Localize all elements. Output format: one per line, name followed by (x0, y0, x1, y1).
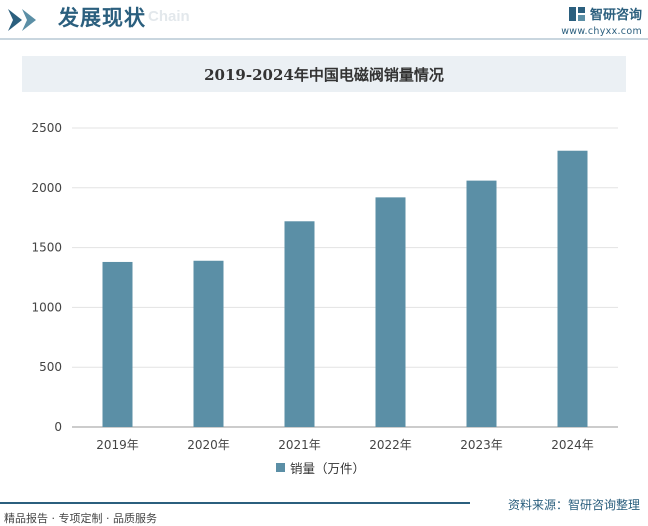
section-title: 发展现状 (58, 6, 146, 30)
chart-title: 2019-2024年中国电磁阀销量情况 (204, 65, 444, 84)
y-tick-label: 500 (39, 360, 62, 374)
header: 发展现状 Chain 智研咨询 www.chyxx.com (0, 0, 648, 44)
brand-url: www.chyxx.com (561, 26, 642, 37)
chevron-arrows-icon (8, 9, 36, 31)
section-ghost-text: Chain (148, 8, 190, 25)
footer-divider (0, 502, 470, 504)
legend-label: 销量（万件） (290, 461, 366, 476)
bar (375, 197, 406, 427)
y-tick-label: 1000 (31, 300, 62, 314)
y-tick-label: 1500 (31, 241, 62, 255)
x-tick-label: 2020年 (187, 438, 230, 452)
brand-name: 智研咨询 (589, 8, 642, 23)
x-tick-label: 2021年 (278, 438, 321, 452)
footer-tagline: 精品报告 · 专项定制 · 品质服务 (4, 512, 157, 525)
brand-logo-icon (568, 6, 585, 21)
legend-swatch (276, 463, 285, 472)
x-tick-label: 2023年 (460, 438, 503, 452)
bar (284, 221, 315, 427)
bar (557, 150, 588, 427)
bar (466, 180, 497, 427)
x-tick-label: 2024年 (551, 438, 594, 452)
header-divider (0, 38, 648, 40)
chart-title-band: 2019-2024年中国电磁阀销量情况 (22, 56, 626, 92)
bar (102, 261, 133, 427)
source-note: 资料来源：智研咨询整理 (507, 498, 640, 512)
x-tick-label: 2019年 (96, 438, 139, 452)
brand: 智研咨询 www.chyxx.com (561, 4, 642, 37)
bar (193, 260, 224, 427)
y-tick-label: 2000 (31, 181, 62, 195)
chart-legend: 销量（万件） (276, 458, 365, 477)
x-tick-label: 2022年 (369, 438, 412, 452)
y-tick-label: 0 (54, 420, 62, 434)
y-tick-label: 2500 (31, 121, 62, 135)
